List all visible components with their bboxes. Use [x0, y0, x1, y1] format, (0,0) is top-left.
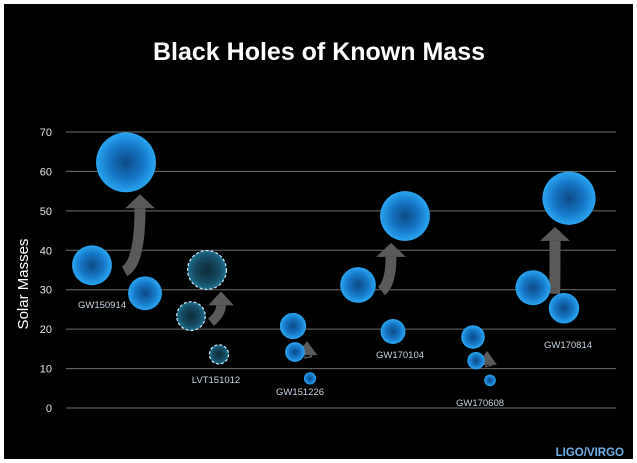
black-hole-final: [380, 191, 430, 241]
event-label: GW151226: [276, 387, 324, 398]
y-tick-label: 70: [40, 127, 52, 139]
merger-arrow: [549, 240, 561, 295]
chart-title: Black Holes of Known Mass: [153, 38, 485, 66]
event-label: LVT151012: [192, 375, 240, 386]
black-hole-primary: [515, 270, 551, 306]
y-tick-label: 40: [40, 245, 52, 257]
event-label: GW170608: [456, 398, 504, 409]
merger-arrowhead: [208, 291, 234, 306]
y-tick-label: 30: [40, 285, 52, 297]
black-hole-secondary: [208, 344, 230, 365]
event-label: GW170814: [544, 340, 592, 351]
merger-arrow: [121, 208, 146, 277]
credit-label: LIGO/VIRGO: [556, 447, 624, 459]
black-hole-primary: [72, 245, 112, 286]
black-hole-final: [461, 325, 485, 349]
black-hole-secondary: [484, 374, 496, 387]
event-labels: GW150914 LVT151012 GW151226 GW170104 GW17060…: [78, 300, 592, 409]
y-tick-label: 50: [40, 206, 52, 218]
y-axis-label: Solar Masses: [15, 239, 32, 330]
black-hole-mass-chart: 0 10 20 30 40 50 60 70 GW150914 LVT151012 GW15122…: [15, 38, 624, 459]
y-tick-labels: 0 10 20 30 40 50 60 70: [40, 127, 52, 415]
black-hole-secondary: [380, 319, 406, 344]
black-hole-final: [542, 171, 596, 225]
black-hole-markers: [72, 132, 596, 387]
merger-arrowhead: [376, 242, 406, 257]
merger-arrowhead: [540, 226, 570, 241]
black-hole-secondary: [303, 372, 317, 385]
y-tick-label: 10: [40, 364, 52, 376]
black-hole-secondary: [128, 276, 162, 311]
black-hole-primary: [285, 342, 305, 362]
event-label: GW170104: [376, 350, 424, 361]
black-hole-final: [96, 132, 156, 193]
black-hole-secondary: [548, 293, 580, 324]
chart-frame: 0 10 20 30 40 50 60 70 GW150914 LVT151012 GW15122…: [4, 4, 633, 459]
black-hole-primary: [467, 351, 485, 370]
merger-arrow: [377, 256, 397, 296]
y-tick-label: 60: [40, 166, 52, 178]
y-tick-label: 20: [40, 324, 52, 336]
merger-arrowhead: [125, 194, 155, 209]
event-label: GW150914: [78, 300, 126, 311]
black-hole-final: [279, 312, 307, 340]
black-hole-final: [186, 249, 228, 291]
merger-arrow: [207, 305, 226, 326]
black-hole-primary: [340, 267, 376, 303]
black-hole-primary: [176, 301, 206, 332]
y-tick-label: 0: [46, 403, 52, 415]
